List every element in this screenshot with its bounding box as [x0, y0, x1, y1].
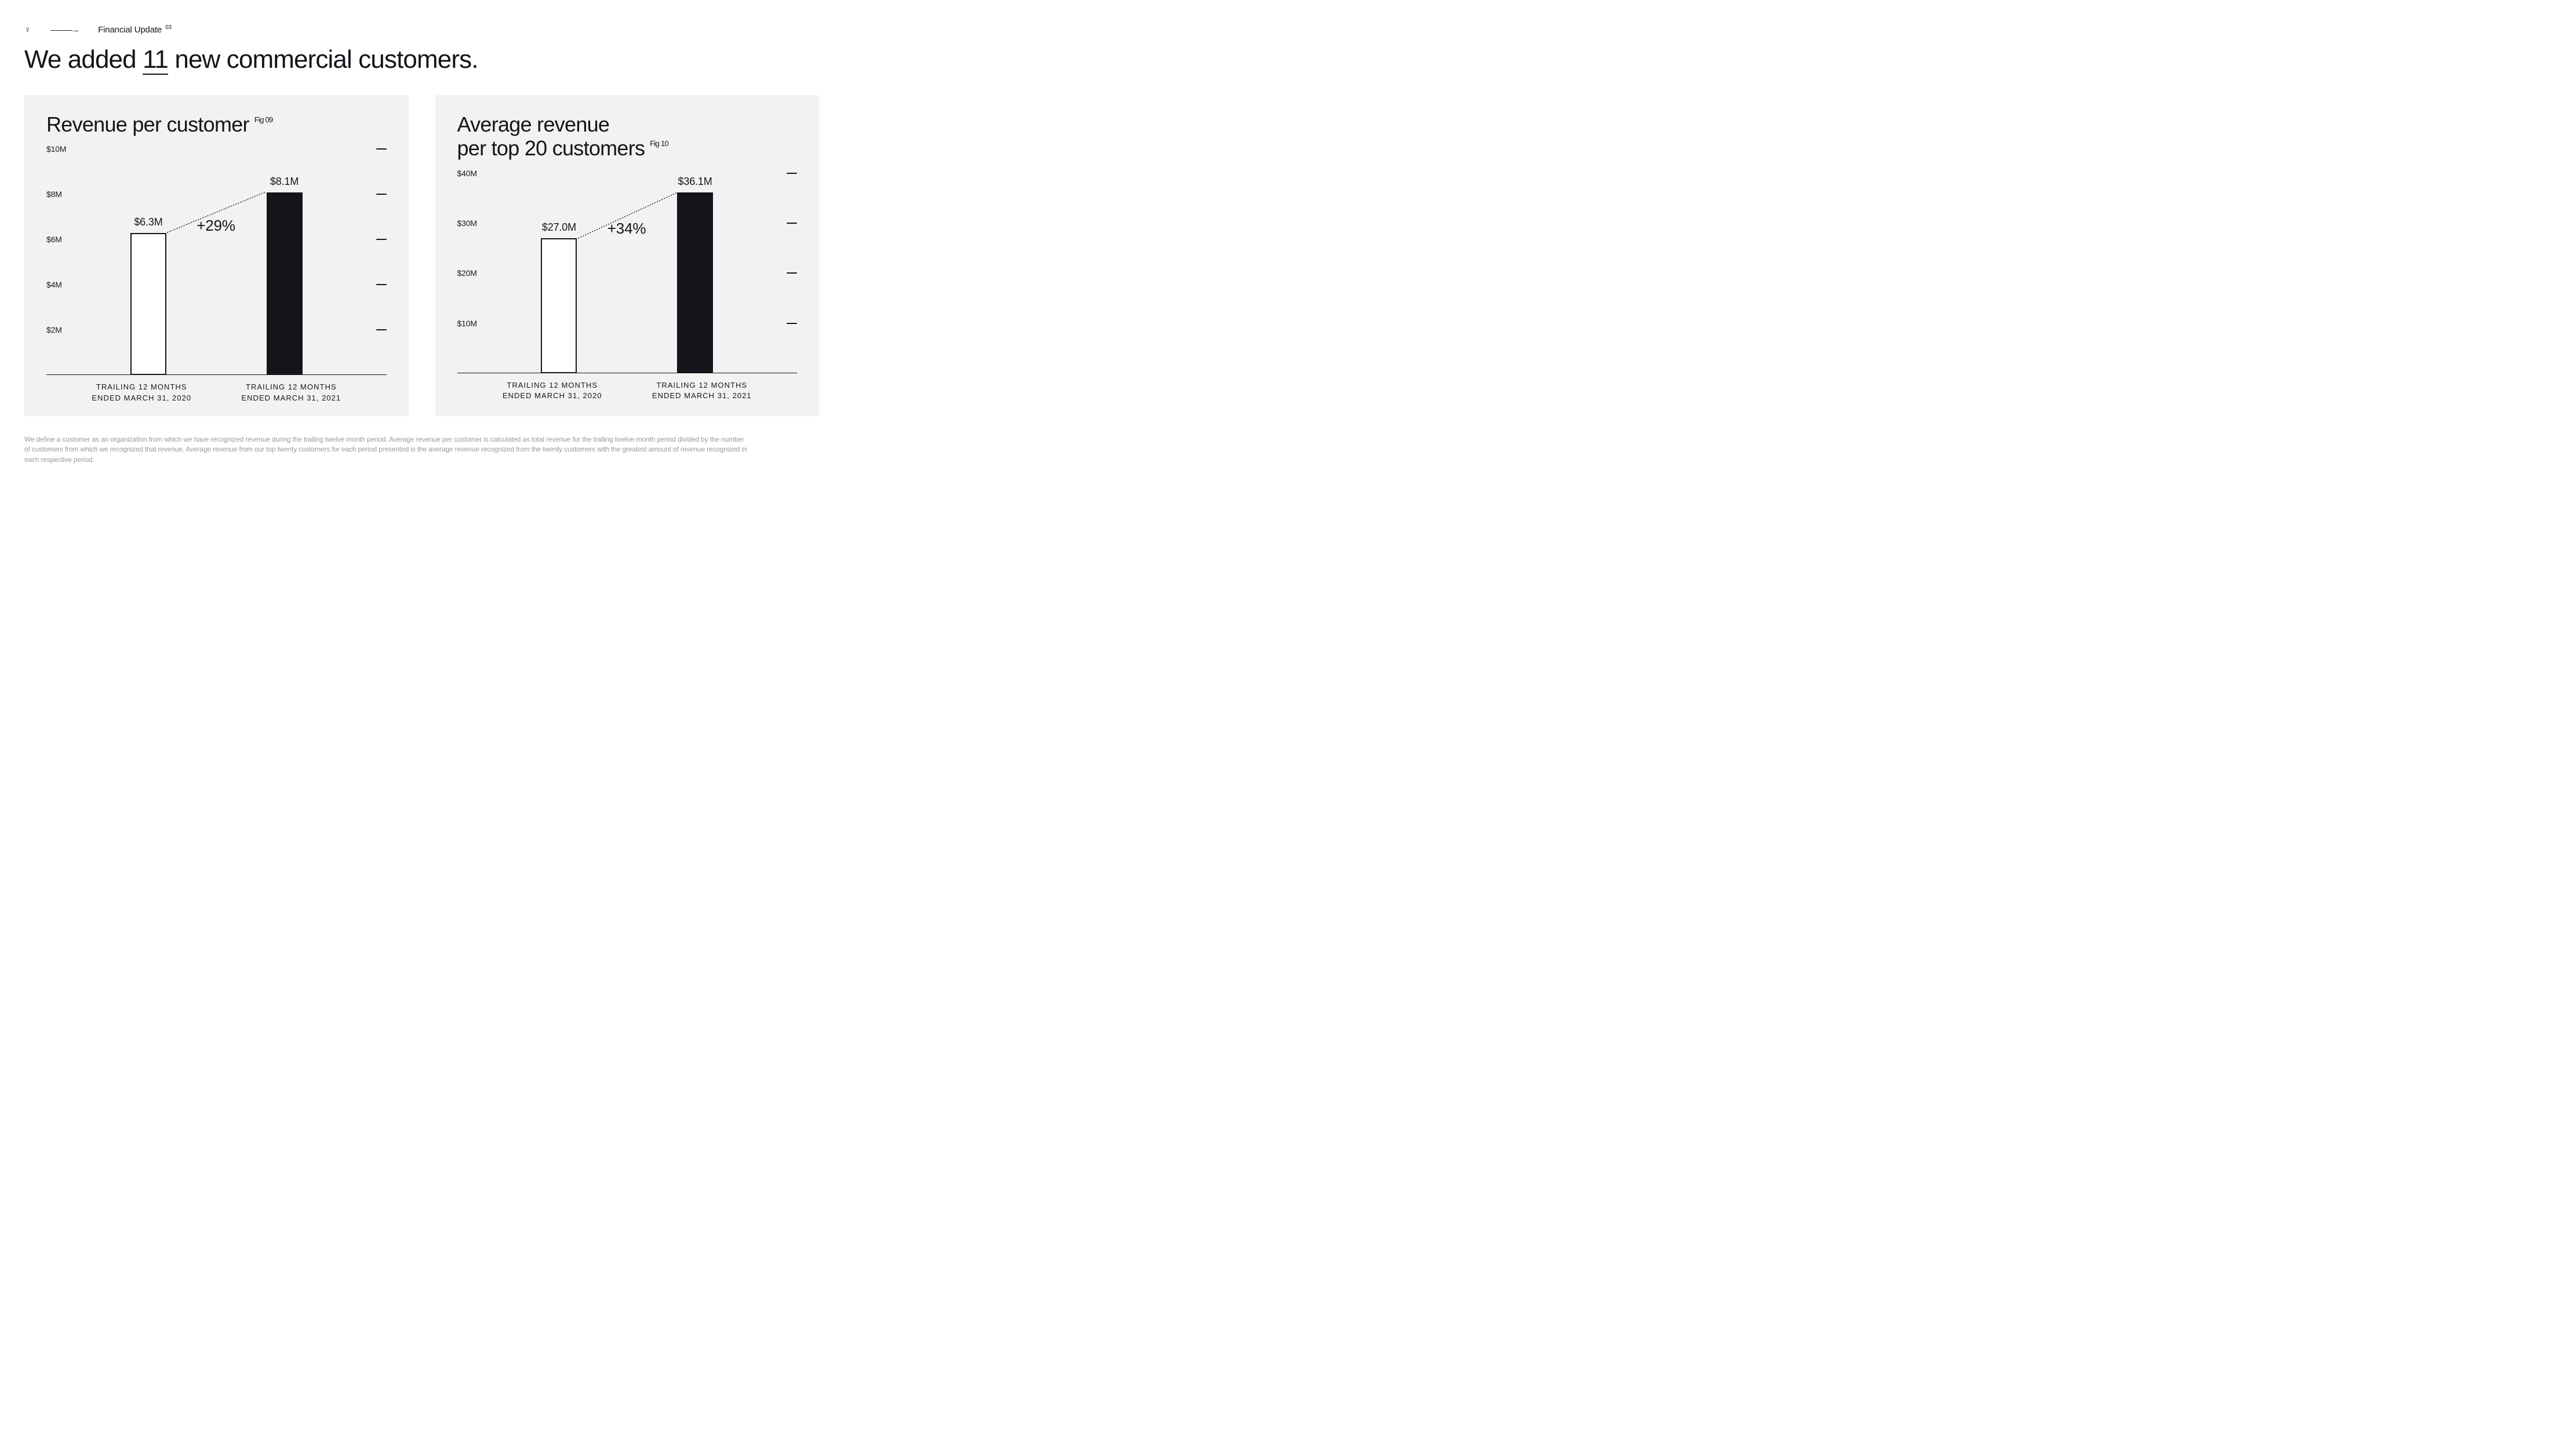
chart-panel: Average revenueper top 20 customers Fig … [435, 95, 820, 416]
fig-label: Fig 10 [648, 139, 668, 148]
x-axis-label-line: TRAILING 12 MONTHS [67, 382, 216, 392]
breadcrumb-section: Financial Update 03 [98, 24, 172, 35]
breadcrumb: ♀ ———→ Financial Update 03 [24, 24, 819, 35]
x-axis-label-line: TRAILING 12 MONTHS [478, 380, 627, 391]
headline-post: new commercial customers. [168, 45, 478, 74]
x-axis-label: TRAILING 12 MONTHSENDED MARCH 31, 2020 [67, 382, 216, 403]
chart-area: $10M$8M$6M$4M$2M$6.3M$8.1M+29% [46, 149, 387, 375]
x-labels-row: TRAILING 12 MONTHSENDED MARCH 31, 2020TR… [457, 380, 798, 401]
breadcrumb-section-text: Financial Update [98, 25, 162, 35]
fig-label: Fig 09 [253, 115, 273, 124]
trend-connector [46, 149, 387, 375]
trend-connector [457, 173, 798, 373]
x-axis-label-line: ENDED MARCH 31, 2021 [627, 391, 777, 401]
chart-title-line: Average revenue [457, 112, 610, 136]
chart-title: Average revenueper top 20 customers Fig … [457, 112, 798, 161]
bars: $27.0M$36.1M+34% [457, 173, 798, 373]
pct-change-label: +29% [197, 217, 235, 235]
x-axis-label-line: TRAILING 12 MONTHS [627, 380, 777, 391]
page-title: We added 11 new commercial customers. [24, 45, 819, 74]
x-axis-label-line: ENDED MARCH 31, 2020 [67, 393, 216, 403]
x-axis-label-line: ENDED MARCH 31, 2020 [478, 391, 627, 401]
bars: $6.3M$8.1M+29% [46, 149, 387, 375]
x-labels-row: TRAILING 12 MONTHSENDED MARCH 31, 2020TR… [46, 382, 387, 403]
x-axis-label: TRAILING 12 MONTHSENDED MARCH 31, 2020 [478, 380, 627, 401]
chart-title-line: Revenue per customer [46, 112, 249, 136]
pct-change-label: +34% [607, 220, 646, 238]
breadcrumb-section-num: 03 [165, 24, 172, 31]
x-axis-label-line: TRAILING 12 MONTHS [216, 382, 366, 392]
footnote: We define a customer as an organization … [24, 435, 819, 465]
logo-icon: ♀ [24, 25, 31, 35]
chart-title-line: per top 20 customers [457, 136, 645, 160]
chart-title: Revenue per customer Fig 09 [46, 112, 387, 136]
headline-pre: We added [24, 45, 143, 74]
panels-row: Revenue per customer Fig 09 $10M$8M$6M$4M… [24, 95, 819, 416]
x-axis-label: TRAILING 12 MONTHSENDED MARCH 31, 2021 [627, 380, 777, 401]
x-axis-label: TRAILING 12 MONTHSENDED MARCH 31, 2021 [216, 382, 366, 403]
headline-number: 11 [143, 45, 168, 75]
chart-area: $40M$30M$20M$10M$27.0M$36.1M+34% [457, 173, 798, 373]
x-axis-label-line: ENDED MARCH 31, 2021 [216, 393, 366, 403]
chart-panel: Revenue per customer Fig 09 $10M$8M$6M$4M… [24, 95, 409, 416]
arrow-icon: ———→ [50, 25, 78, 34]
